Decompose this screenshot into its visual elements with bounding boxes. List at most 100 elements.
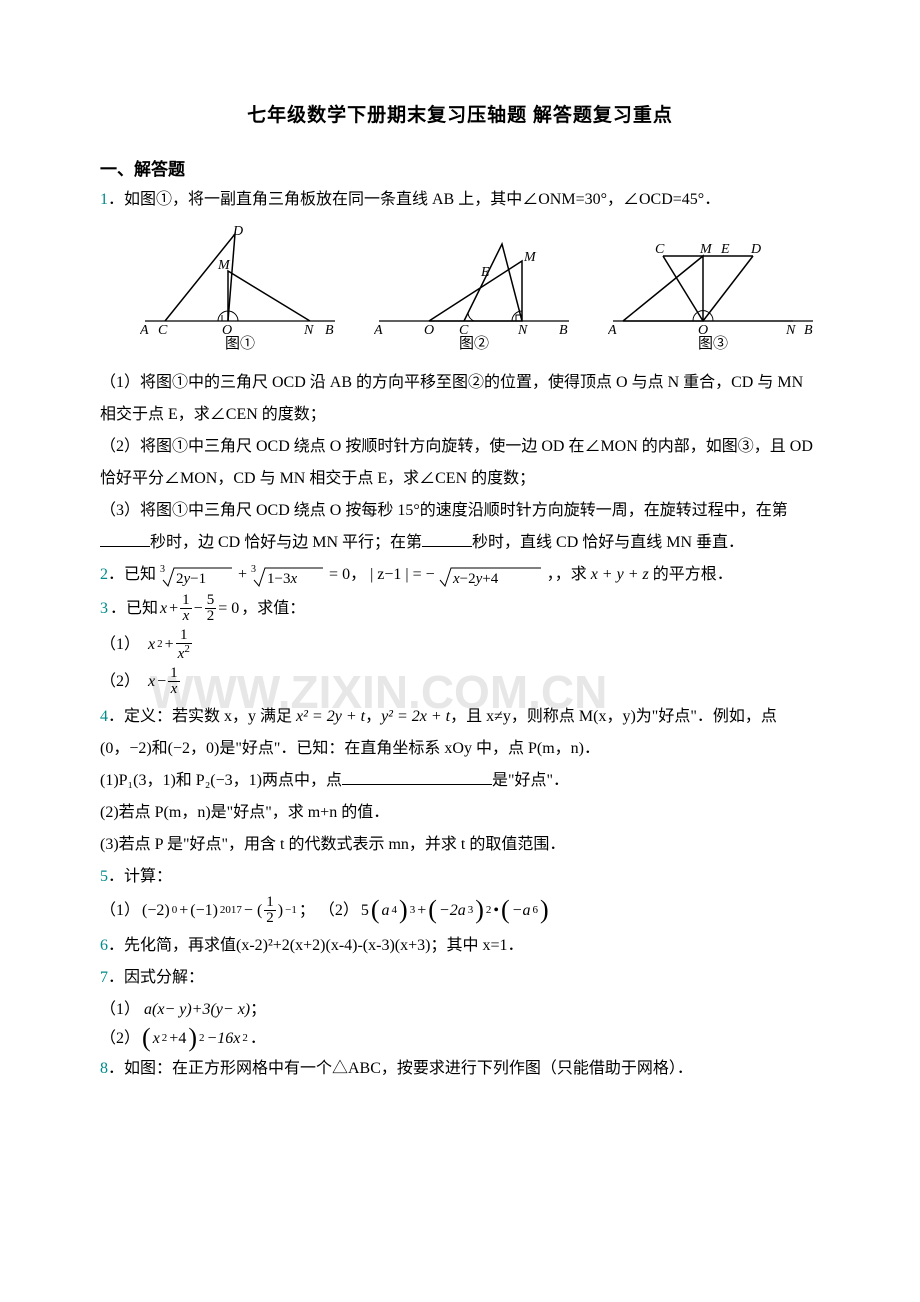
svg-text:A: A (374, 323, 383, 336)
sup: 3 (410, 904, 416, 917)
q4-p1a: (1)P₁(3，1)和 P₂(−3，1)两点中，点 (100, 772, 342, 789)
q4-lead: 4．定义：若实数 x，y 满足 x² = 2y + t，y² = 2x + t，… (100, 701, 820, 765)
q1-lead: 1．如图①，将一副直角三角板放在同一条直线 AB 上，其中∠ONM=30°，∠O… (100, 184, 820, 216)
q7-num: 7 (100, 969, 108, 986)
svg-text:C: C (158, 323, 168, 336)
q5-p1-label: （1） (100, 901, 140, 920)
section-heading: 一、解答题 (100, 155, 820, 180)
q4-p1b: 是"好点"． (492, 772, 569, 789)
svg-text:B: B (804, 323, 813, 336)
q4-e1: x² = 2y + t (296, 708, 365, 725)
sqrt-icon: x−2y+4 (439, 562, 543, 588)
q2: 2．已知 3 2y−1 + 3 1−3x = 0， | z−1 | = − x−… (100, 559, 820, 591)
svg-text:E: E (720, 242, 730, 257)
q4-e2: y² = 2x + t (381, 708, 450, 725)
q3-p2: （2） x − 1x (100, 666, 820, 697)
q1-p1: （1）将图①中的三角尺 OCD 沿 AB 的方向平移至图②的位置，使得顶点 O … (100, 367, 820, 431)
svg-text:1−3x: 1−3x (267, 571, 297, 587)
svg-text:N: N (785, 323, 796, 336)
q1-num: 1 (100, 191, 108, 208)
q1-p3c: 秒时，直线 CD 恰好与直线 MN 垂直． (472, 534, 744, 551)
e2a: 5 (361, 901, 369, 920)
e2f: −a (512, 901, 531, 920)
q8: 8．如图：在正方形网格中有一个△ABC，按要求进行下列作图（只能借助于网格）． (100, 1053, 820, 1085)
q5-lead: 5．计算： (100, 861, 820, 893)
e1a: (−2) (142, 901, 170, 920)
q6-num: 6 (100, 937, 108, 954)
q2-ask: x + y + z (591, 566, 649, 583)
q4-m1: ， (365, 708, 381, 725)
svg-text:A: A (608, 323, 617, 336)
q1-p3a: （3）将图①中三角尺 OCD 绕点 O 按每秒 15°的速度沿顺时针方向旋转一周… (100, 502, 788, 519)
cbrt1-icon: 3 2y−1 (160, 562, 234, 588)
eq0: = 0 (329, 566, 350, 583)
page-title: 七年级数学下册期末复习压轴题 解答题复习重点 (100, 100, 820, 127)
q7-e1: a(x− y)+3(y− x) (144, 1001, 250, 1018)
q4-p2: (2)若点 P(m，n)是"好点"，求 m+n 的值． (100, 797, 820, 829)
q1-p3: （3）将图①中三角尺 OCD 绕点 O 按每秒 15°的速度沿顺时针方向旋转一周… (100, 495, 820, 559)
q3p2-x: x (148, 672, 155, 691)
q2-c: 的平方根． (649, 566, 733, 583)
svg-text:N: N (303, 323, 314, 336)
svg-text:O: O (424, 323, 434, 336)
frac-icon: 1x (168, 666, 180, 697)
cbrt2-icon: 3 1−3x (251, 562, 325, 588)
abs: | z−1 | = − (370, 566, 435, 583)
svg-text:D: D (750, 242, 761, 257)
e2b: a (382, 901, 390, 920)
q6: 6．先化简，再求值(x-2)²+2(x+2)(x-4)-(x-3)(x+3)；其… (100, 930, 820, 962)
fig1: A C O N B M D 图① (140, 226, 340, 353)
q6-text: ．先化简，再求值(x-2)²+2(x+2)(x-4)-(x-3)(x+3)；其中… (108, 937, 524, 954)
q7-p2-label: （2） (100, 1029, 140, 1048)
e2d: −2a (439, 901, 466, 920)
sup: 2017 (220, 904, 242, 917)
q2-comma2: ， (547, 566, 555, 583)
q2-a: ．已知 (108, 566, 160, 583)
q3-lead-text: ．已知 (110, 599, 158, 618)
e2a: x (153, 1029, 160, 1048)
q3-p1: （1） x2 + 1 x2 (100, 628, 820, 662)
q7-lead-text: ．因式分解： (108, 969, 204, 986)
q1-p2: （2）将图①中三角尺 OCD 绕点 O 按顺时针方向旋转，使一边 OD 在∠MO… (100, 431, 820, 495)
q3-num: 3 (100, 599, 108, 618)
svg-text:M: M (217, 258, 231, 273)
q4-p1: (1)P₁(3，1)和 P₂(−3，1)两点中，点 是"好点"． (100, 765, 820, 797)
e2d: −16x (207, 1029, 241, 1048)
fig2-label: 图② (374, 332, 574, 353)
q2-comma1: ， (350, 566, 366, 583)
svg-text:E: E (480, 265, 490, 280)
q3-p1-label: （1） (100, 635, 140, 654)
svg-text:3: 3 (251, 564, 256, 575)
sup: 2 (486, 904, 492, 917)
q4-p3: (3)若点 P 是"好点"，用含 t 的代数式表示 mn，并求 t 的取值范围． (100, 829, 820, 861)
q3-p2-label: （2） (100, 672, 140, 691)
blank (342, 770, 492, 785)
q3p1-x: x (148, 635, 155, 654)
q7-lead: 7．因式分解： (100, 962, 820, 994)
sup: −1 (285, 904, 297, 917)
q3-lead: 3．已知 x + 1x − 52 = 0 ，求值： (100, 593, 820, 624)
q7-p2: （2） (x2+4)2 −16x2 ． (100, 1028, 820, 1049)
svg-text:2y−1: 2y−1 (176, 571, 206, 587)
q7-p1: （1） a(x− y)+3(y− x)； (100, 994, 820, 1026)
sup: 3 (468, 904, 474, 917)
q5-expr: （1） (−2)0 + (−1)2017 − ( 12 )−1 ； （2） 5 … (100, 895, 820, 926)
svg-text:B: B (559, 323, 568, 336)
svg-text:B: B (325, 323, 334, 336)
svg-text:M: M (523, 250, 537, 265)
sup: 2 (242, 1032, 248, 1045)
fig3: A O N B C M E D 图③ (608, 236, 818, 353)
sup: 0 (172, 904, 178, 917)
sup: 2 (157, 638, 163, 651)
sup: 2 (162, 1032, 168, 1045)
q8-num: 8 (100, 1060, 108, 1077)
q5-lead-text: ．计算： (108, 868, 172, 885)
q1-p3b: 秒时，边 CD 恰好与边 MN 平行；在第 (150, 534, 422, 551)
sup: 6 (532, 904, 538, 917)
frac-icon: 1x (180, 593, 192, 624)
q7-p1-label: （1） (100, 1001, 140, 1018)
svg-text:3: 3 (160, 564, 165, 575)
e1b: (−1) (190, 901, 218, 920)
svg-text:C: C (655, 242, 665, 257)
blank (422, 532, 472, 547)
